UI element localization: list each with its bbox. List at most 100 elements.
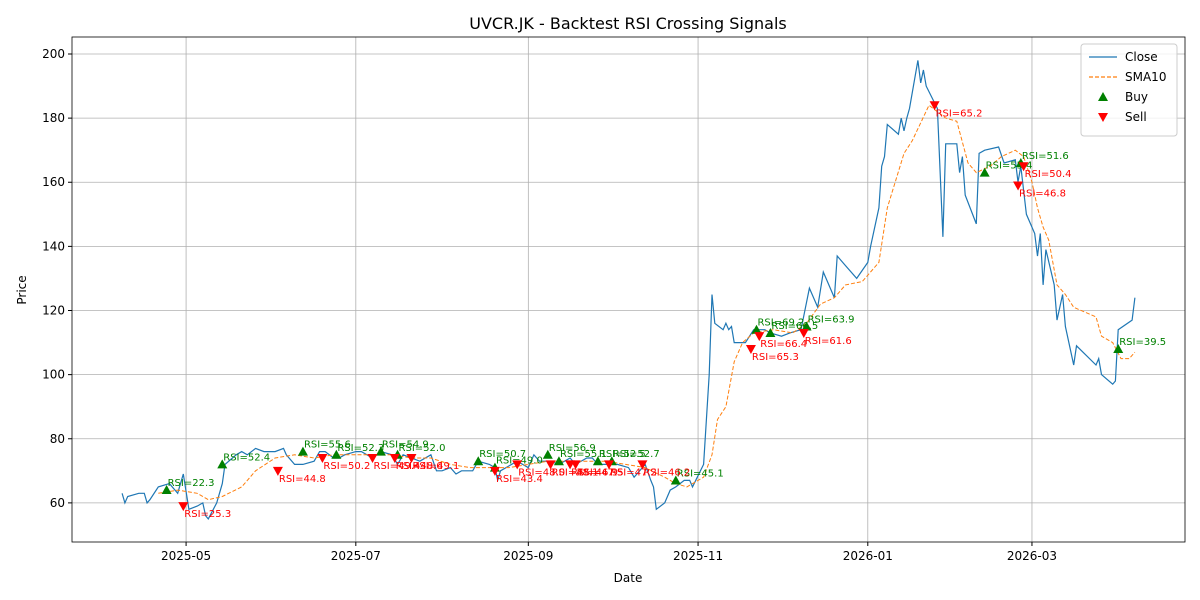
buy-marker: [473, 456, 484, 466]
y-tick-label: 140: [42, 239, 65, 253]
rsi-annotation: RSI=46.9: [571, 467, 618, 478]
line-close: [121, 60, 1136, 520]
y-tick-label: 60: [50, 496, 65, 510]
buy-marker: [1113, 343, 1124, 353]
buy-marker: [375, 446, 386, 456]
rsi-annotation: RSI=44.8: [279, 474, 326, 485]
sell-marker: [745, 344, 756, 354]
rsi-annotation: RSI=48.1: [552, 467, 599, 478]
rsi-annotation: RSI=55.4: [986, 161, 1033, 172]
rsi-annotation: RSI=50.2: [323, 461, 370, 472]
sell-marker: [317, 453, 328, 463]
legend-label: Close: [1125, 50, 1158, 64]
buy-marker: [751, 324, 762, 334]
legend-label: Sell: [1125, 110, 1147, 124]
rsi-annotation: RSI=52.4: [223, 452, 270, 463]
rsi-annotation: RSI=66.5: [771, 321, 818, 332]
rsi-annotation: RSI=46.2: [643, 467, 690, 478]
rsi-annotation: RSI=48.0: [518, 467, 565, 478]
x-tick-label: 2025-05: [161, 549, 211, 563]
rsi-annotation: RSI=65.2: [936, 108, 983, 119]
rsi-annotation: RSI=69.2: [757, 318, 804, 329]
legend-swatch: [1098, 92, 1108, 101]
rsi-annotation: RSI=47.2: [610, 467, 657, 478]
rsi-annotation: RSI=22.3: [168, 478, 215, 489]
rsi-annotation: RSI=55.1: [560, 449, 607, 460]
sell-marker: [512, 460, 523, 470]
y-axis-label: Price: [15, 275, 29, 304]
rsi-annotation: RSI=52.0: [399, 443, 446, 454]
legend-swatch: [1098, 113, 1108, 122]
sell-marker: [1013, 181, 1024, 191]
buy-marker: [217, 459, 228, 469]
sell-marker: [545, 460, 556, 470]
legend-label: Buy: [1125, 90, 1148, 104]
buy-marker: [670, 475, 681, 485]
sell-marker: [178, 502, 189, 512]
buy-marker: [765, 327, 776, 337]
buy-marker: [553, 456, 564, 466]
sell-marker: [272, 466, 283, 476]
rsi-annotation: RSI=25.3: [184, 509, 231, 520]
y-tick-label: 100: [42, 368, 65, 382]
sell-marker: [389, 453, 400, 463]
sell-marker: [754, 332, 765, 342]
axes-frame: [71, 36, 1186, 543]
rsi-annotation: RSI=61.6: [805, 336, 852, 347]
x-tick-label: 2025-07: [331, 549, 381, 563]
rsi-annotation: RSI=66.4: [760, 339, 807, 350]
rsi-annotation: RSI=45.1: [677, 468, 724, 479]
sell-marker: [604, 460, 615, 470]
rsi-annotation: RSI=39.5: [1119, 337, 1166, 348]
rsi-annotation: RSI=56.9: [549, 443, 596, 454]
y-tick-label: 200: [42, 47, 65, 61]
x-tick-label: 2025-11: [673, 549, 723, 563]
legend-label: SMA10: [1125, 70, 1166, 84]
plot-area: 60 80 100 120 140 160 180 200 2025-05 2025-07 2025…: [42, 37, 1185, 563]
legend: Close SMA10 Buy Sell: [1080, 43, 1178, 137]
x-tick-label: 2025-09: [503, 549, 553, 563]
rsi-annotation: RSI=43.4: [496, 474, 543, 485]
x-tick-label: 2026-03: [1007, 549, 1057, 563]
y-tick-label: 120: [42, 304, 65, 318]
rsi-annotation: RSI=52.3: [337, 443, 384, 454]
rsi-annotation: RSI=63.9: [808, 315, 855, 326]
sell-marker: [406, 453, 417, 463]
rsi-annotation: RSI=46.8: [1019, 188, 1066, 199]
y-tick-label: 180: [42, 111, 65, 125]
rsi-annotation: RSI=52.5: [599, 449, 646, 460]
buy-marker: [592, 456, 603, 466]
sell-marker: [570, 460, 581, 470]
rsi-annotation: RSI=50.4: [1025, 169, 1072, 180]
chart-title: UVCR.JK - Backtest RSI Crossing Signals: [469, 14, 787, 33]
sell-marker: [367, 453, 378, 463]
sell-marker: [798, 328, 809, 338]
x-axis-label: Date: [614, 571, 643, 585]
buy-marker: [542, 449, 553, 459]
buy-marker: [297, 446, 308, 456]
sell-marker: [489, 466, 500, 476]
sell-marker: [637, 460, 648, 470]
rsi-annotation: RSI=55.6: [304, 440, 351, 451]
rsi-annotation: RSI=47.5: [577, 467, 624, 478]
rsi-annotation: RSI=50.7: [479, 449, 526, 460]
sell-marker: [1018, 162, 1029, 172]
y-tick-label: 80: [50, 432, 65, 446]
x-tick-label: 2026-01: [843, 549, 893, 563]
buy-marker: [979, 167, 990, 177]
rsi-annotation: RSI=52.7: [613, 449, 660, 460]
buy-marker: [801, 321, 812, 331]
rsi-annotation: RSI=51.6: [1022, 151, 1069, 162]
buy-marker: [331, 449, 342, 459]
sell-marker: [929, 101, 940, 111]
rsi-annotation: RSI=49.1: [412, 461, 459, 472]
rsi-annotation: RSI=65.3: [752, 352, 799, 363]
buy-marker: [161, 485, 172, 495]
y-tick-label: 160: [42, 175, 65, 189]
rsi-annotation: RSI=54.9: [382, 440, 429, 451]
line-sma10: [158, 104, 1136, 501]
rsi-annotation: RSI=49.4: [374, 461, 421, 472]
rsi-annotation: RSI=48.6: [396, 461, 443, 472]
